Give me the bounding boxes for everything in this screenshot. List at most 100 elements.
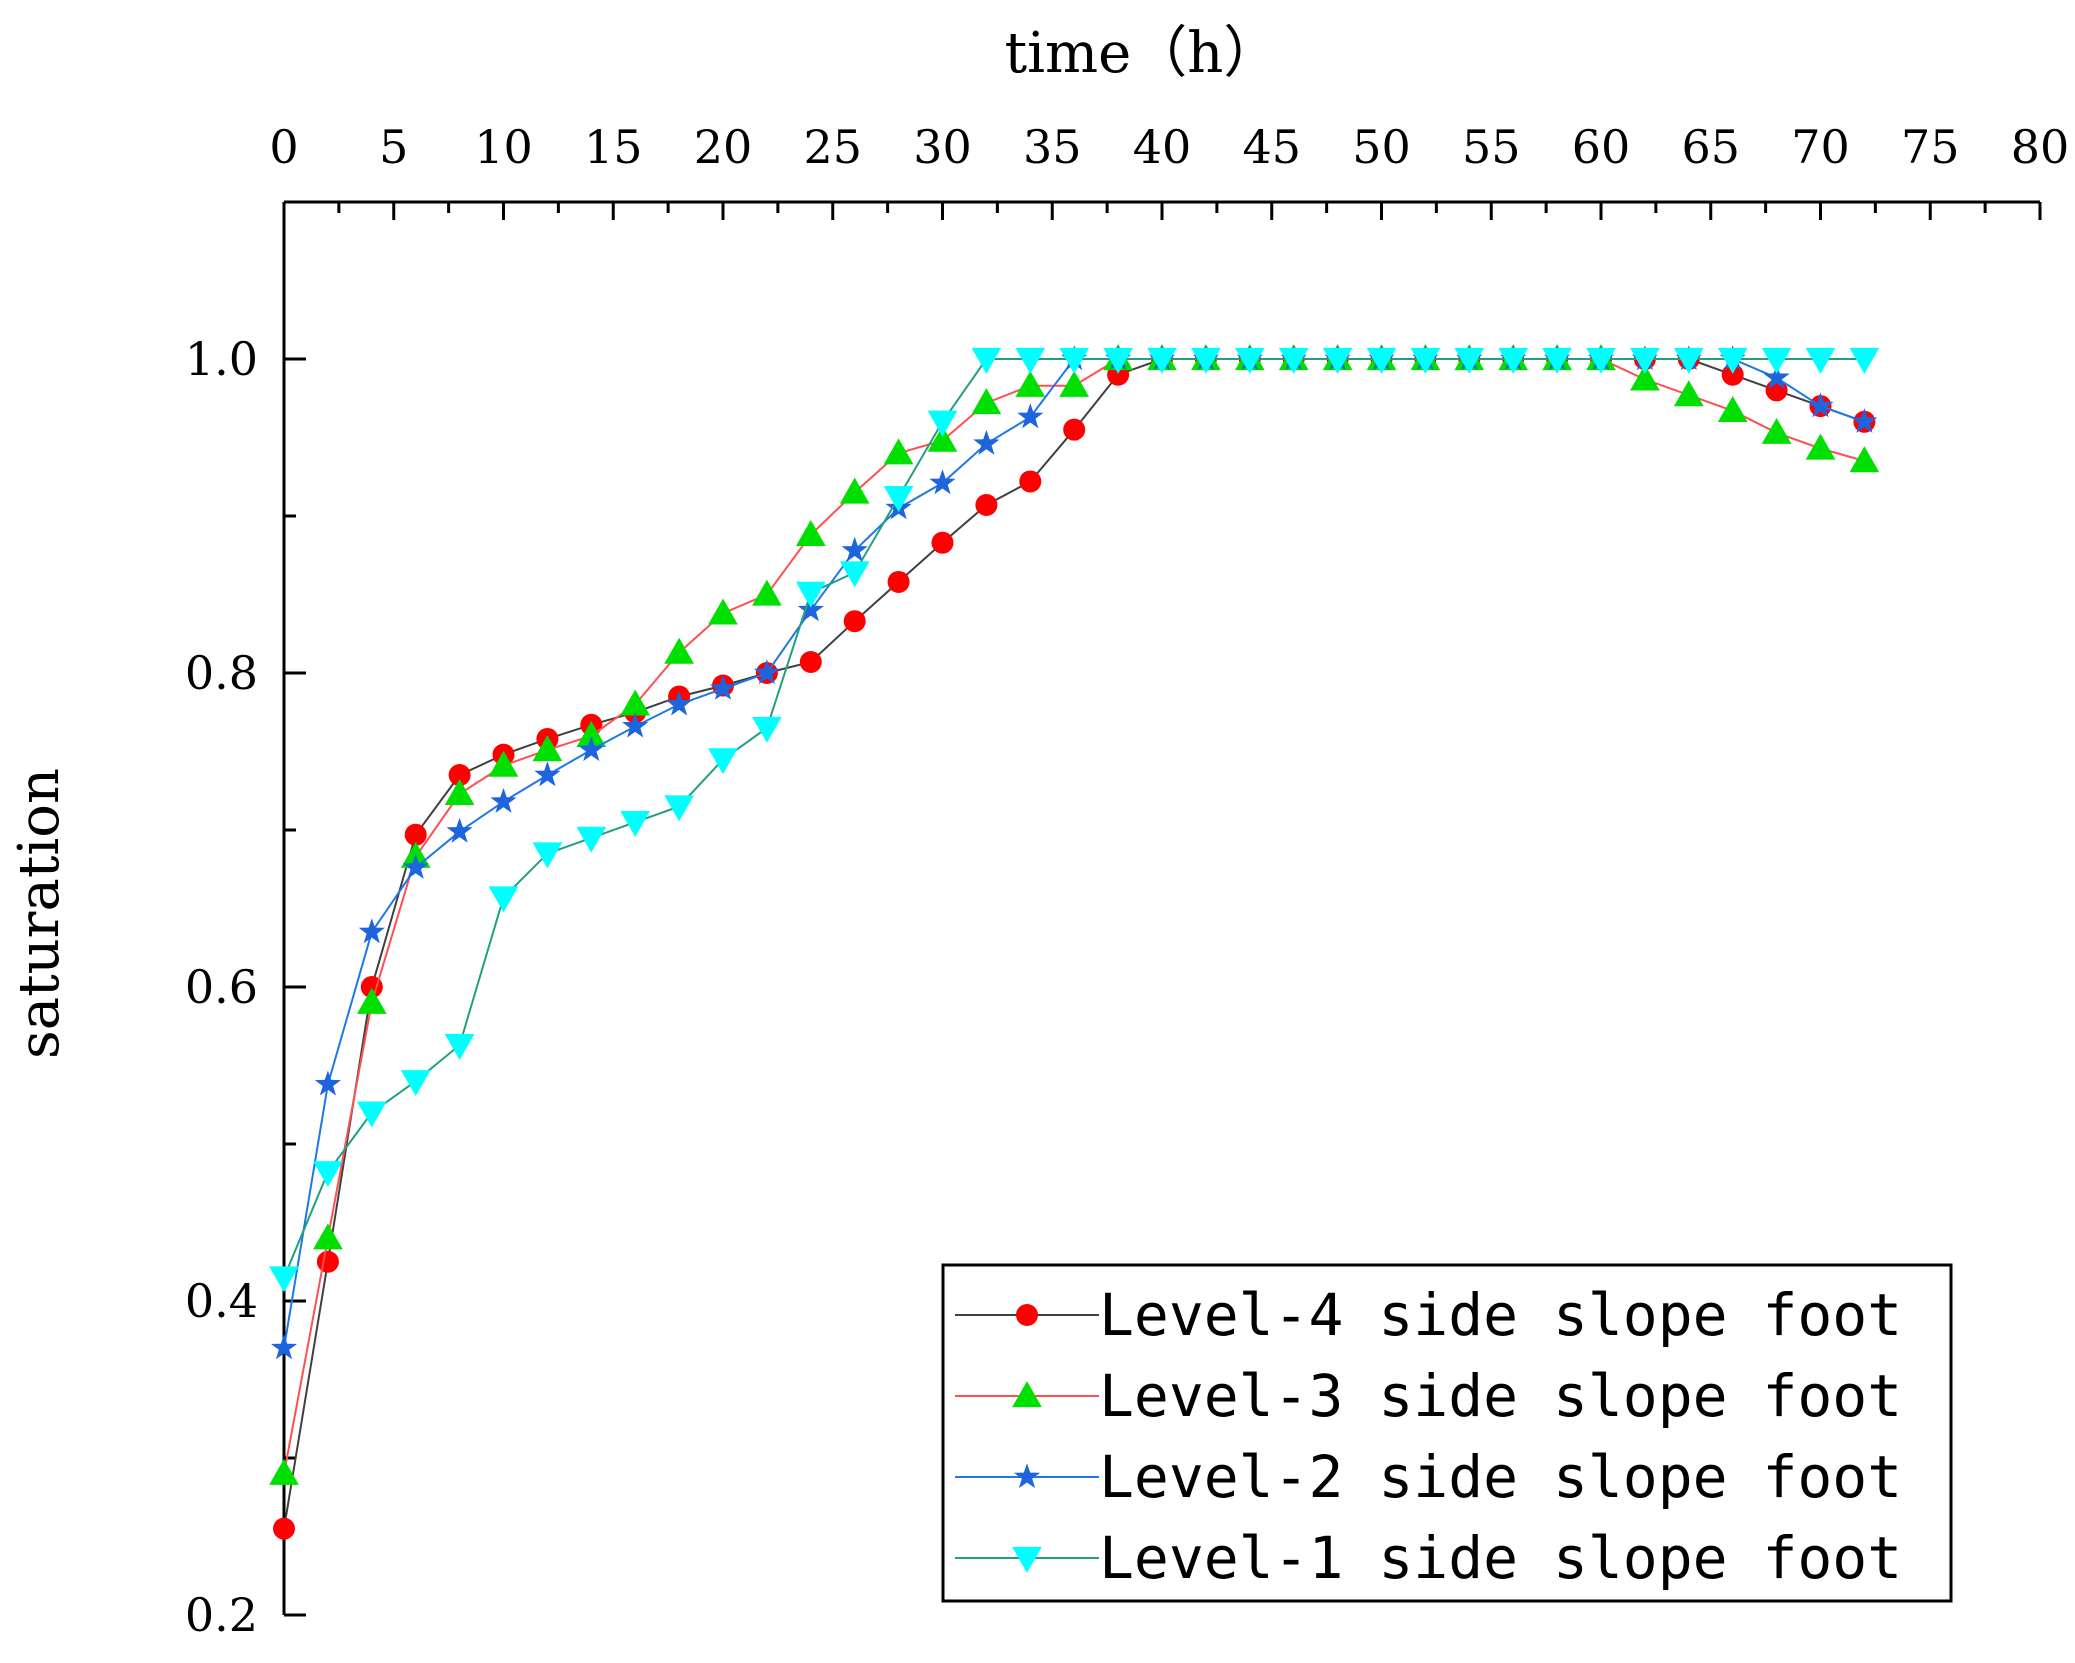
legend-label: Level-1 side slope foot: [1099, 1524, 1902, 1592]
data-point: [887, 570, 910, 593]
series-line: [283, 358, 1865, 1349]
data-point: [1805, 347, 1836, 374]
data-point: [534, 761, 561, 787]
data-point: [1012, 1381, 1042, 1408]
data-point: [708, 598, 738, 625]
legend-item: Level-1 side slope foot: [955, 1524, 1902, 1592]
data-point: [1717, 395, 1748, 422]
data-point: [1059, 370, 1090, 397]
legend-item: Level-2 side slope foot: [955, 1443, 1902, 1511]
data-point: [839, 561, 870, 588]
data-point: [576, 826, 607, 853]
x-tick-label: 45: [1242, 120, 1301, 174]
data-point: [1721, 363, 1744, 386]
x-tick-label: 40: [1133, 120, 1192, 174]
data-point: [971, 388, 1002, 415]
data-point: [1761, 347, 1792, 374]
data-point: [356, 987, 387, 1014]
x-axis-title: time（h）: [1005, 21, 1280, 86]
data-point: [402, 853, 429, 879]
data-point: [578, 736, 605, 762]
data-point: [358, 918, 385, 944]
x-tick-label: 10: [474, 120, 533, 174]
data-point: [975, 494, 998, 517]
data-point: [971, 347, 1002, 374]
data-point: [1805, 433, 1836, 460]
x-tick-label: 50: [1352, 120, 1411, 174]
data-point: [1012, 1546, 1042, 1573]
legend: Level-4 side slope foot Level-3 side slop…: [941, 1263, 1953, 1603]
data-point: [973, 430, 1000, 455]
data-point: [883, 438, 914, 465]
data-point: [620, 689, 651, 716]
data-point: [752, 716, 782, 743]
data-point: [931, 531, 954, 554]
data-point: [1673, 347, 1704, 374]
data-point: [1063, 418, 1086, 441]
series-level-1-side-slope-foot: [269, 347, 1880, 1293]
series-layer: [269, 344, 1880, 1540]
data-point: [1015, 370, 1046, 397]
data-point: [314, 1070, 341, 1096]
x-tick-label: 80: [2011, 120, 2070, 174]
legend-item: Level-3 side slope foot: [955, 1362, 1902, 1430]
data-point: [1410, 347, 1441, 374]
data-point: [620, 811, 651, 837]
data-point: [1851, 408, 1878, 433]
data-point: [1630, 347, 1660, 374]
data-point: [273, 1517, 295, 1540]
x-tick-label: 70: [1791, 120, 1850, 174]
data-point: [795, 581, 826, 608]
data-point: [1147, 347, 1177, 374]
data-point: [1015, 347, 1046, 374]
data-point: [532, 842, 563, 869]
data-point: [404, 823, 427, 846]
data-point: [1673, 380, 1704, 407]
x-tick-label: 65: [1681, 120, 1740, 174]
y-tick-label: 0.8: [185, 646, 258, 700]
data-point: [270, 1334, 298, 1360]
data-point: [664, 795, 694, 822]
legend-item: Level-4 side slope foot: [955, 1281, 1902, 1349]
data-point: [929, 469, 956, 495]
data-point: [927, 425, 958, 452]
data-point: [622, 712, 649, 738]
data-point: [444, 779, 475, 806]
data-point: [843, 610, 866, 633]
series-line: [283, 358, 1865, 1278]
data-point: [1586, 347, 1616, 374]
data-point: [709, 675, 737, 700]
x-tick-label: 5: [379, 120, 408, 174]
data-point: [269, 1458, 299, 1485]
data-point: [1019, 470, 1042, 493]
data-point: [488, 750, 519, 777]
data-point: [1278, 347, 1309, 374]
data-point: [1366, 347, 1397, 374]
data-point: [1191, 347, 1221, 374]
data-point: [1761, 417, 1792, 444]
data-point: [1322, 347, 1353, 374]
data-point: [795, 519, 826, 546]
data-point: [839, 477, 870, 504]
x-tick-label: 30: [913, 120, 972, 174]
data-point: [1849, 347, 1880, 374]
data-point: [313, 1161, 343, 1188]
axes: 0 5 10 15 20 25 30 35 40 45 50 55 60 65 70 75 80 0.2 0.4 0.…: [185, 120, 2069, 1642]
data-point: [1103, 347, 1133, 374]
x-tick-label: 20: [694, 120, 753, 174]
data-point: [1454, 347, 1485, 374]
data-point: [1630, 364, 1660, 391]
data-point: [356, 1101, 387, 1128]
data-point: [1807, 392, 1834, 418]
data-point: [708, 748, 738, 775]
data-point: [752, 579, 782, 606]
y-axis-title: saturation: [7, 768, 72, 1059]
x-tick-label: 35: [1023, 120, 1082, 174]
data-point: [316, 1250, 339, 1273]
data-point: [448, 764, 471, 787]
series-level-2-side-slope-foot: [270, 345, 1878, 1360]
legend-box: [941, 1263, 1953, 1603]
data-point: [799, 651, 822, 674]
data-point: [400, 1070, 431, 1097]
